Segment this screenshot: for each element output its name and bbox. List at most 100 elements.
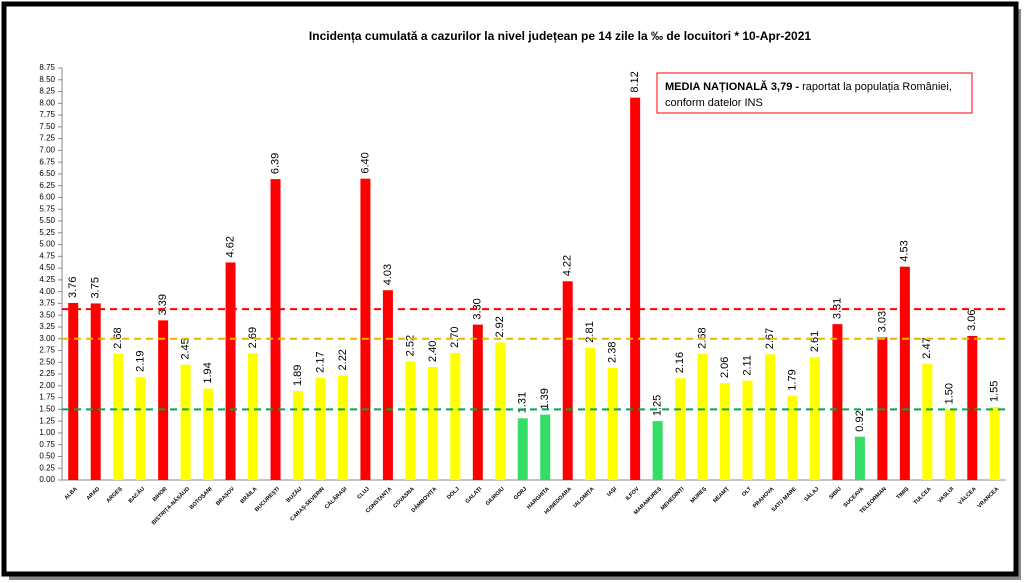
bar [697,353,708,480]
y-tick-label: 8.00 [39,98,55,107]
y-tick-label: 3.75 [39,299,55,308]
value-label: 2.17 [314,351,326,372]
bar [450,352,461,480]
bar [495,342,506,480]
bar [540,414,551,480]
y-tick-label: 8.50 [39,75,55,84]
y-tick-label: 7.50 [39,122,55,131]
bar [832,324,843,480]
bar [967,335,978,480]
y-tick-label: 4.00 [39,287,55,296]
value-label: 2.92 [494,316,506,337]
value-label: 2.69 [247,327,259,348]
value-label: 2.67 [764,328,776,349]
value-label: 2.47 [921,337,933,358]
y-tick-label: 1.25 [39,416,55,425]
y-tick-label: 5.75 [39,204,55,213]
value-label: 4.03 [382,264,394,285]
value-label: 4.22 [562,255,574,276]
bar [90,303,101,480]
value-label: 3.03 [876,311,888,332]
y-tick-label: 1.00 [39,428,55,437]
bar [225,262,236,480]
y-tick-label: 3.00 [39,334,55,343]
bar [293,391,303,480]
value-label: 2.70 [449,326,461,347]
y-tick-label: 8.25 [39,87,55,96]
value-label: 3.75 [90,277,102,298]
bar [854,436,865,480]
value-label: 0.92 [854,410,866,431]
value-label: 6.39 [269,153,281,174]
value-label: 2.81 [584,321,596,342]
value-label: 1.50 [944,383,956,404]
annotation: MEDIA NAȚIONALĂ 3,79 - raportat la popul… [665,80,952,93]
value-label: 3.31 [831,298,843,319]
y-tick-label: 5.25 [39,228,55,237]
value-label: 1.31 [517,392,529,413]
value-label: 4.62 [224,236,236,257]
value-label: 2.06 [719,357,731,378]
bar [944,409,955,480]
value-label: 1.94 [202,362,214,383]
bar [270,179,281,480]
y-tick-label: 0.00 [39,475,55,484]
y-tick-label: 0.25 [39,463,55,472]
annotation-bold: MEDIA NAȚIONALĂ 3,79 - [665,80,799,93]
y-tick-label: 6.25 [39,181,55,190]
value-label: 3.39 [157,294,169,315]
y-tick-label: 7.75 [39,110,55,119]
bar [315,377,326,480]
bar [675,378,686,480]
chart-title: Incidența cumulată a cazurilor la nivel … [309,29,811,43]
value-label: 2.68 [112,327,124,348]
value-label: 2.11 [741,355,753,376]
y-tick-label: 8.75 [39,63,55,72]
value-label: 1.25 [652,395,664,416]
value-label: 1.79 [786,369,798,390]
bar [360,178,371,480]
y-tick-label: 3.50 [39,310,55,319]
y-tick-label: 1.50 [39,404,55,413]
bar [180,364,191,480]
value-label: 1.39 [539,388,551,409]
value-label: 2.45 [180,338,192,359]
bar [517,418,528,480]
value-label: 1.55 [989,381,1001,402]
bar [68,302,79,480]
value-label: 2.19 [135,350,147,371]
value-label: 2.38 [607,342,619,363]
value-label: 1.89 [292,365,304,386]
y-tick-label: 3.25 [39,322,55,331]
bar [922,363,933,480]
y-tick-label: 1.75 [39,393,55,402]
bar [203,388,214,480]
annotation-box [656,72,973,114]
bar [135,376,146,480]
bar [427,366,438,480]
bar [382,290,393,480]
y-tick-label: 2.50 [39,357,55,366]
value-label: 2.16 [674,352,686,373]
y-tick-label: 6.75 [39,157,55,166]
bar [989,407,1000,480]
bar [158,320,169,480]
value-label: 8.12 [629,71,641,92]
y-tick-label: 2.25 [39,369,55,378]
value-label: 2.22 [337,349,349,370]
y-tick-label: 0.75 [39,440,55,449]
y-tick-label: 4.50 [39,263,55,272]
bar [113,353,124,480]
y-tick-label: 0.50 [39,452,55,461]
bar [630,97,641,480]
bar [652,421,663,480]
annotation-text: raportat la populația României, [799,81,952,93]
y-tick-label: 7.25 [39,134,55,143]
value-label: 3.30 [472,298,484,319]
annotation-text2: conform datelor INS [665,97,763,109]
y-tick-label: 2.00 [39,381,55,390]
value-label: 2.61 [809,331,821,352]
bar [720,383,731,480]
